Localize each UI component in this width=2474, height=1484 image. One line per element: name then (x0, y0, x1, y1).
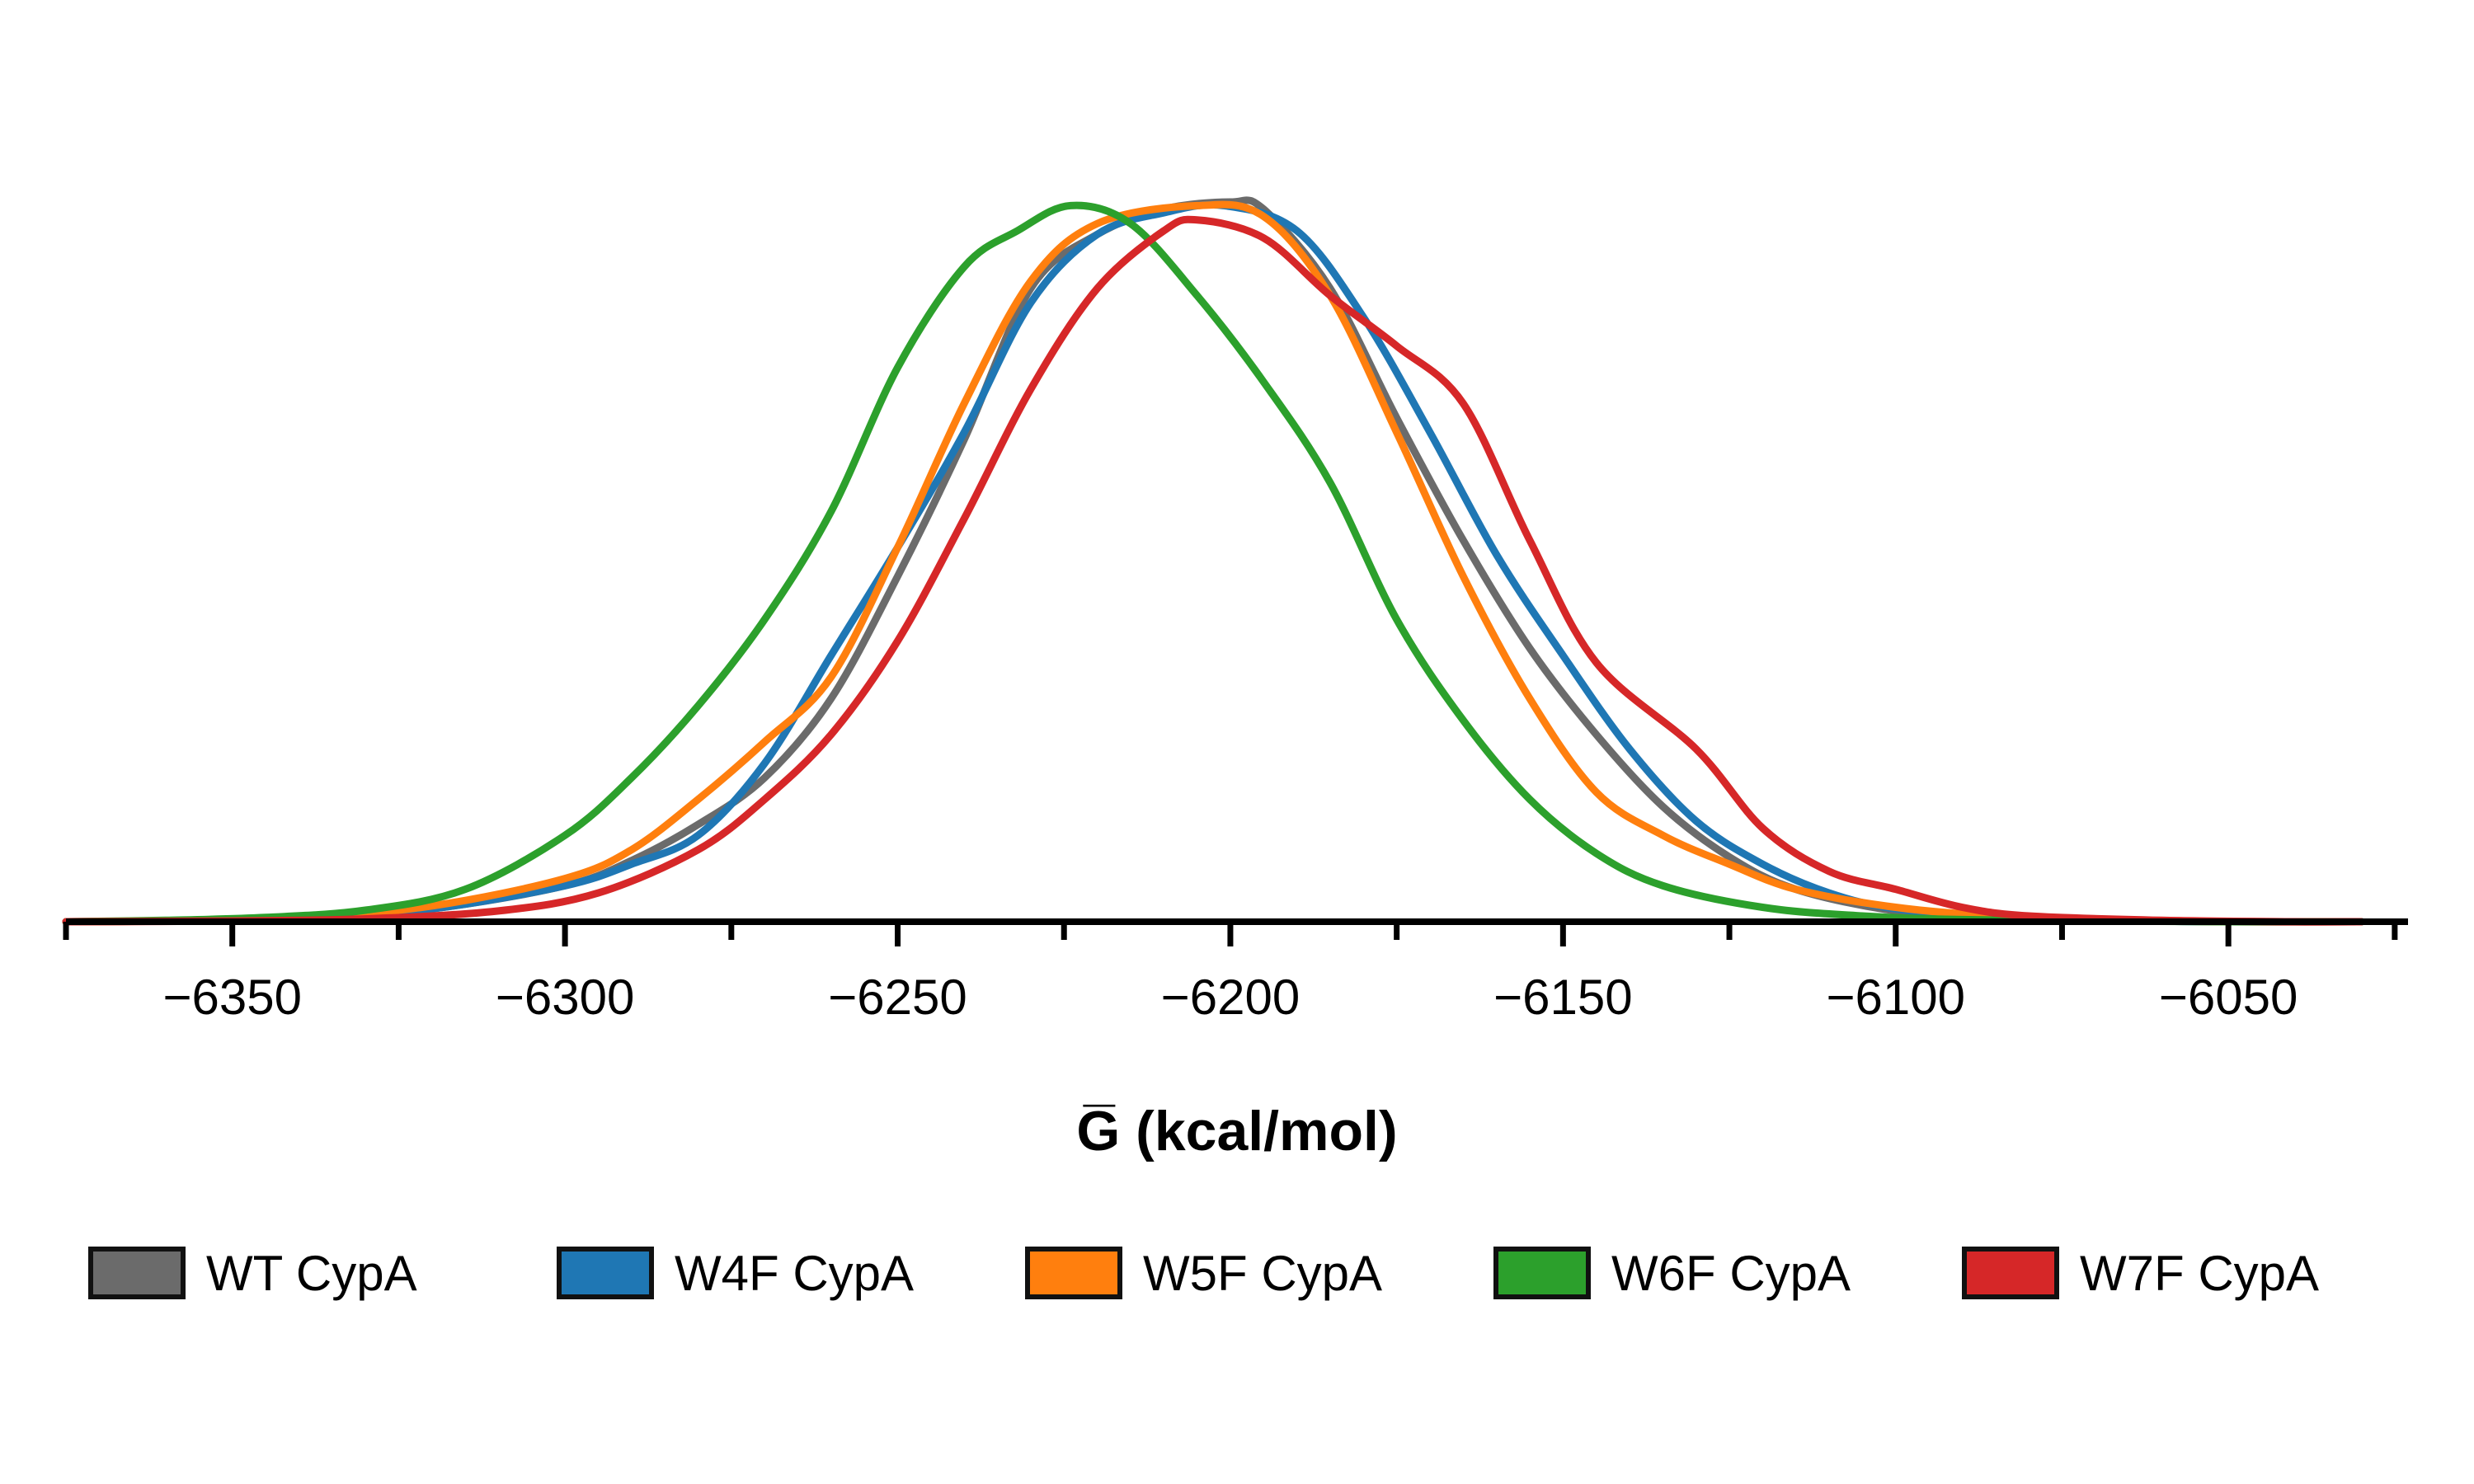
legend-entry: W5F CypA (1025, 1246, 1382, 1301)
x-tick-label: −6300 (496, 970, 635, 1025)
x-tick-label: −6350 (162, 970, 302, 1025)
series-line-w7f-cypa (62, 215, 2365, 926)
x-tick-label: −6150 (1493, 970, 1633, 1025)
x-tick-label: −6100 (1826, 970, 1965, 1025)
legend: WT CypA W4F CypA W5F CypA W6F CypA W7F CypA (88, 1246, 2319, 1301)
legend-swatch (1962, 1247, 2059, 1299)
density-curves (62, 196, 2365, 926)
legend-entry: W7F CypA (1962, 1246, 2319, 1301)
legend-entry: W4F CypA (557, 1246, 914, 1301)
legend-label: W7F CypA (2080, 1246, 2319, 1301)
legend-label: W4F CypA (675, 1246, 914, 1301)
x-tick-label: −6200 (1161, 970, 1300, 1025)
legend-label: WT CypA (206, 1246, 417, 1301)
legend-label: W5F CypA (1143, 1246, 1382, 1301)
series-line-w5f-cypa (62, 200, 2365, 926)
x-tick-label: −6050 (2159, 970, 2298, 1025)
legend-entry: W6F CypA (1493, 1246, 1851, 1301)
series-line-w6f-cypa (62, 201, 2365, 926)
legend-swatch (88, 1247, 186, 1299)
legend-entry: WT CypA (88, 1246, 417, 1301)
series-line-wt-cypa (62, 196, 2365, 926)
legend-swatch (557, 1247, 654, 1299)
x-axis-label: G̅ (kcal/mol) (1076, 1100, 1397, 1162)
x-axis: −6350 −6300 −6250 −6200 −6150 −6100 −6050 (63, 918, 2408, 1025)
legend-label: W6F CypA (1611, 1246, 1851, 1301)
legend-swatch (1025, 1247, 1122, 1299)
legend-swatch (1493, 1247, 1591, 1299)
x-tick-label: −6250 (828, 970, 967, 1025)
